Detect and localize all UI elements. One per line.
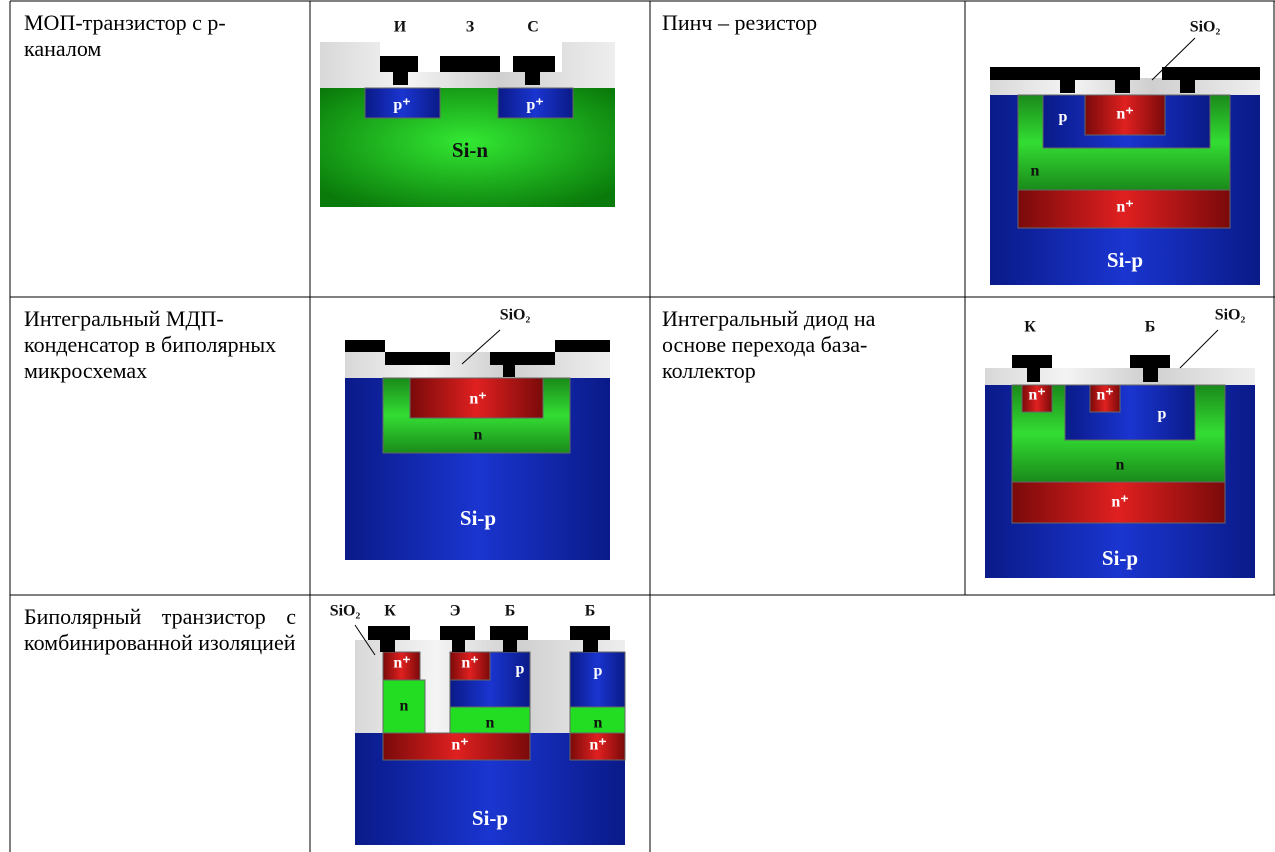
label: К (384, 603, 396, 620)
label: n⁺ (589, 737, 606, 754)
diagram-bipolar: SiO₂ К Э Б Б n⁺ n⁺ p p n n n n⁺ n⁺ Si-p (330, 603, 626, 845)
label: Si-n (452, 138, 489, 162)
label: n (1031, 163, 1040, 180)
label: Б (505, 603, 516, 620)
diagram-pinch: SiO₂ p n⁺ n n⁺ Si-p (990, 19, 1260, 285)
label: p (516, 661, 525, 678)
table-borders (9, 0, 1275, 852)
label: n⁺ (1116, 199, 1133, 216)
label: n⁺ (1028, 387, 1045, 404)
label: n⁺ (1116, 106, 1133, 123)
label: Si-p (1107, 248, 1143, 272)
label: SiO₂ (330, 603, 361, 620)
label: p⁺ (526, 97, 543, 114)
label: SiO₂ (1190, 19, 1221, 36)
label: n⁺ (461, 655, 478, 672)
label: SiO₂ (1215, 307, 1246, 324)
label: n⁺ (1111, 494, 1128, 511)
label: n⁺ (393, 655, 410, 672)
label: p (1158, 406, 1167, 423)
caption: Интегральный МДП-конденсатор в биполярны… (24, 306, 277, 383)
caption: МОП-транзистор с р-каналом (24, 10, 226, 61)
label: n (474, 427, 483, 444)
label: К (1024, 319, 1036, 336)
caption: Интегральный диод на основе перехода баз… (662, 306, 876, 383)
label: SiO₂ (500, 307, 531, 324)
label: n (594, 715, 603, 732)
label: n⁺ (469, 391, 486, 408)
label: Б (585, 603, 596, 620)
label: Si-p (472, 806, 508, 830)
label: Si-p (460, 506, 496, 530)
caption: Пинч – резистор (662, 10, 818, 35)
label: n (486, 715, 495, 732)
label: Б (1145, 319, 1156, 336)
caption: Биполярный транзистор с комбинированной … (24, 604, 296, 655)
diagram-capacitor: SiO₂ n⁺ n Si-p (345, 307, 610, 560)
diagram-mos: И З С p⁺ p⁺ Si-n (320, 19, 615, 207)
label: n (1116, 457, 1125, 474)
label: Э (450, 603, 461, 620)
diagram-diode: К Б SiO₂ n⁺ n⁺ p n n⁺ Si-p (985, 307, 1255, 578)
label: n⁺ (1096, 387, 1113, 404)
label: С (527, 19, 539, 36)
label: И (394, 19, 407, 36)
label: p⁺ (393, 97, 410, 114)
label: Si-p (1102, 546, 1138, 570)
label: n (400, 698, 409, 715)
label: p (594, 663, 603, 680)
label: З (466, 19, 475, 36)
label: n⁺ (451, 737, 468, 754)
label: p (1059, 109, 1068, 126)
